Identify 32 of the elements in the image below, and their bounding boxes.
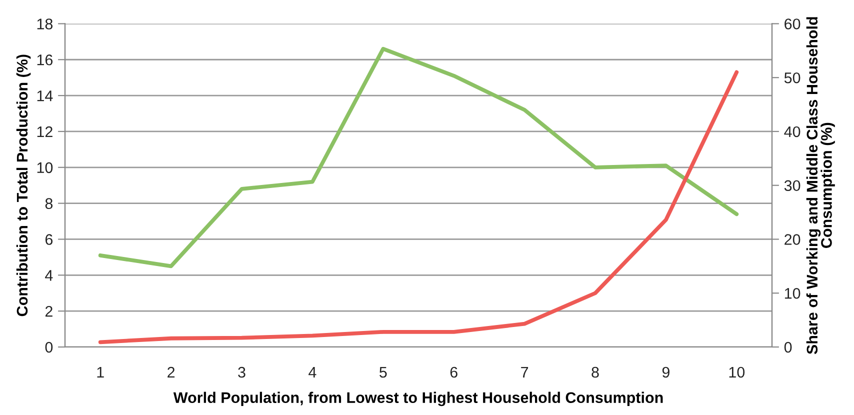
y-tick-label: 18: [37, 18, 53, 30]
y2-tick-label: 40: [784, 126, 800, 138]
x-tick-label: 10: [729, 366, 745, 378]
y-tick-label: 8: [45, 198, 53, 209]
y-tick-label: 14: [37, 90, 53, 102]
y2-tick-label: 20: [784, 234, 800, 245]
y-tick-label: 12: [37, 126, 52, 137]
y2-tick-label: 60: [784, 18, 800, 30]
y2-tick-label: 50: [784, 72, 800, 84]
x-tick-label: 5: [380, 367, 387, 378]
y2-tick-label: 0: [784, 342, 792, 353]
y2-tick-label: 10: [784, 288, 800, 299]
x-tick-label: 8: [592, 366, 599, 378]
x-tick-label: 2: [168, 366, 175, 378]
x-tick-label: 7: [521, 367, 528, 378]
x-tick-label: 6: [450, 366, 458, 378]
x-tick-label: 4: [308, 367, 316, 378]
x-tick-label: 1: [97, 367, 104, 378]
line-series: [98, 46, 739, 268]
y-tick-label: 6: [45, 234, 53, 245]
y2-tick-label: 30: [784, 180, 800, 192]
y2-axis-title: Share of Working and Middle Class Household Consumption (%): [806, 17, 835, 354]
y-tick-label: 16: [37, 54, 53, 66]
x-axis-title: World Population, from Lowest to Highest Household Consumption: [173, 392, 663, 406]
x-tick-label: 3: [238, 366, 246, 378]
y-tick-label: 4: [45, 270, 53, 281]
y-axis-title: Contribution to Total Production (%): [16, 54, 31, 316]
y-tick-label: 2: [45, 306, 52, 317]
line-series: [98, 70, 739, 344]
y-tick-label: 0: [45, 342, 53, 353]
y-tick-label: 10: [37, 162, 53, 174]
x-tick-label: 9: [662, 366, 670, 378]
